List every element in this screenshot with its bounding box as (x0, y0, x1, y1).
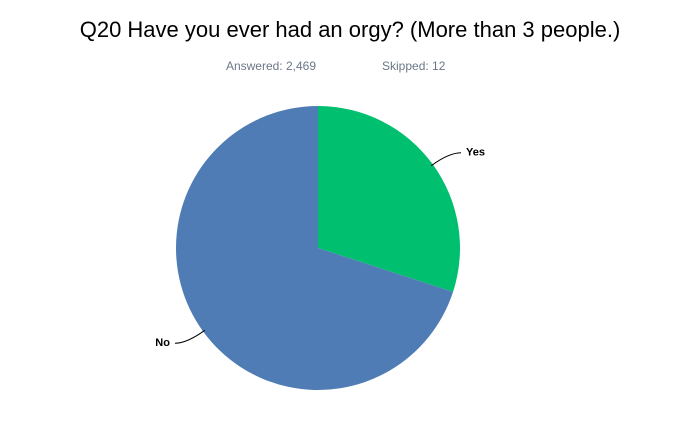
slice-label: No (155, 337, 170, 349)
answered-count: Answered: 2,469 (226, 59, 316, 73)
pie-slice (176, 106, 454, 390)
pie-slice (318, 106, 460, 292)
slice-label: Yes (466, 147, 485, 159)
leader-line (430, 152, 462, 167)
chart-title: Q20 Have you ever had an orgy? (More tha… (80, 17, 621, 42)
skipped-count: Skipped: 12 (382, 59, 446, 73)
leader-line (174, 329, 206, 344)
